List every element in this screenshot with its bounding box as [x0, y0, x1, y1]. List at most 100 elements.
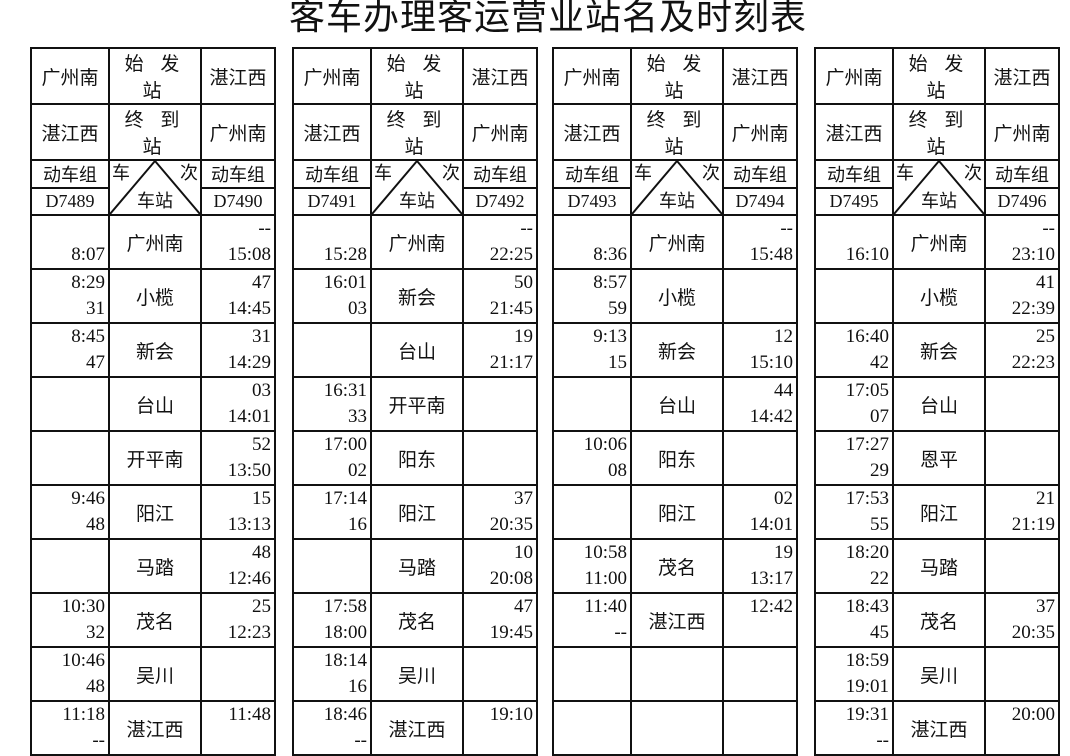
up-time-cell: [984, 376, 1060, 432]
station-name: 湛江西: [108, 700, 202, 756]
up-time-cell: 21 21:19: [984, 484, 1060, 540]
down-departure: 42: [870, 352, 889, 373]
terminus-row: 湛江西终 到 站广州南: [292, 103, 538, 161]
down-time-cell: [30, 376, 110, 432]
up-departure: 22:39: [1011, 298, 1055, 319]
up-origin: 湛江西: [462, 47, 538, 105]
table-row: 17:00 02 阳东: [292, 430, 538, 486]
up-arrival: 10: [514, 542, 533, 563]
down-time-cell: 18:14 16: [292, 646, 372, 702]
down-arrival: 8:29: [71, 272, 105, 293]
table-row: 8:57 59 小榄: [552, 268, 798, 324]
station-name: 吴川: [108, 646, 202, 702]
up-time-cell: 15 13:13: [200, 484, 276, 540]
table-row: 15:28 广州南 -- 22:25: [292, 214, 538, 270]
down-arrival: 18:20: [845, 542, 889, 563]
up-time-cell: [722, 646, 798, 702]
down-time-cell: 9:46 48: [30, 484, 110, 540]
down-time-cell: [552, 484, 632, 540]
up-time-cell: 31 14:29: [200, 322, 276, 378]
down-arrival: 17:14: [323, 488, 367, 509]
number-label: 次: [964, 163, 982, 183]
down-arrival: 18:43: [845, 596, 889, 617]
station-label: 车站: [659, 191, 695, 211]
up-departure: 15:08: [227, 244, 271, 265]
station-name: 新会: [108, 322, 202, 378]
up-arrival: 19: [514, 326, 533, 347]
down-terminus: 湛江西: [814, 103, 894, 161]
up-departure: 23:10: [1011, 244, 1055, 265]
down-departure: 03: [348, 298, 367, 319]
train-number-row: D7491 D7492: [292, 187, 538, 216]
down-arrival: 16:31: [323, 380, 367, 401]
number-label: 次: [702, 163, 720, 183]
up-time-cell: 19 21:17: [462, 322, 538, 378]
table-row: 9:46 48 阳江 15 13:13: [30, 484, 276, 540]
down-time-cell: 16:10: [814, 214, 894, 270]
train-number-row: D7495 D7496: [814, 187, 1060, 216]
origin-label: 始 发 站: [370, 47, 464, 105]
up-arrival: 50: [514, 272, 533, 293]
origin-row: 广州南始 发 站湛江西: [552, 47, 798, 105]
station-name: 阳江: [630, 484, 724, 540]
table-row: 17:58 18:00 茂名 47 19:45: [292, 592, 538, 648]
up-departure: 19:45: [489, 622, 533, 643]
down-terminus: 湛江西: [30, 103, 110, 161]
up-time-cell: 41 22:39: [984, 268, 1060, 324]
table-row: 17:05 07 台山: [814, 376, 1060, 432]
station-name: 新会: [892, 322, 986, 378]
table-row: [552, 700, 798, 756]
up-departure: 15:48: [749, 244, 793, 265]
up-time-cell: -- 15:48: [722, 214, 798, 270]
down-arrival: 17:58: [323, 596, 367, 617]
down-train-number: D7491: [292, 187, 372, 216]
down-time-cell: 10:30 32: [30, 592, 110, 648]
down-departure: --: [876, 730, 889, 751]
up-time-cell: 37 20:35: [984, 592, 1060, 648]
down-time-cell: [292, 538, 372, 594]
down-departure: 19:01: [845, 676, 889, 697]
up-arrival: 19: [774, 542, 793, 563]
down-departure: --: [614, 622, 627, 643]
down-unit-label: 动车组: [814, 159, 894, 189]
down-time-cell: 18:46 --: [292, 700, 372, 756]
station-name: 阳江: [892, 484, 986, 540]
station-name: 吴川: [892, 646, 986, 702]
down-time-cell: 17:14 16: [292, 484, 372, 540]
down-arrival: 10:58: [583, 542, 627, 563]
timetable-4: 广州南始 发 站湛江西 湛江西终 到 站广州南 动车组 车 次 车站 动车组 D749…: [814, 47, 1060, 756]
down-time-cell: 16:40 42: [814, 322, 894, 378]
up-origin: 湛江西: [984, 47, 1060, 105]
up-arrival: 52: [252, 434, 271, 455]
terminus-label: 终 到 站: [108, 103, 202, 161]
table-row: 8:36 广州南 -- 15:48: [552, 214, 798, 270]
up-departure: 22:23: [1011, 352, 1055, 373]
station-name: 茂名: [892, 592, 986, 648]
down-time-cell: [552, 700, 632, 756]
up-departure: 21:45: [489, 298, 533, 319]
up-departure: 20:35: [489, 514, 533, 535]
down-departure: 11:00: [584, 568, 627, 589]
down-time-cell: 17:58 18:00: [292, 592, 372, 648]
up-time-cell: 11:48: [200, 700, 276, 756]
up-departure: 12:23: [227, 622, 271, 643]
down-departure: 48: [86, 514, 105, 535]
train-label: 车: [634, 163, 652, 183]
down-origin: 广州南: [30, 47, 110, 105]
down-terminus: 湛江西: [552, 103, 632, 161]
table-row: 10:30 32 茂名 25 12:23: [30, 592, 276, 648]
up-origin: 湛江西: [200, 47, 276, 105]
table-row: 8:29 31 小榄 47 14:45: [30, 268, 276, 324]
origin-row: 广州南始 发 站湛江西: [814, 47, 1060, 105]
number-label: 次: [442, 163, 460, 183]
up-arrival: 37: [1036, 596, 1055, 617]
station-label: 车站: [399, 191, 435, 211]
down-unit-label: 动车组: [552, 159, 632, 189]
timetable-1: 广州南始 发 站湛江西 湛江西终 到 站广州南 动车组 车 次 车站 动车组 D748…: [30, 47, 276, 756]
down-arrival: 16:40: [845, 326, 889, 347]
station-name: 广州南: [108, 214, 202, 270]
up-terminus: 广州南: [984, 103, 1060, 161]
up-arrival: --: [1042, 218, 1055, 239]
down-arrival: 17:05: [845, 380, 889, 401]
table-row: 17:53 55 阳江 21 21:19: [814, 484, 1060, 540]
